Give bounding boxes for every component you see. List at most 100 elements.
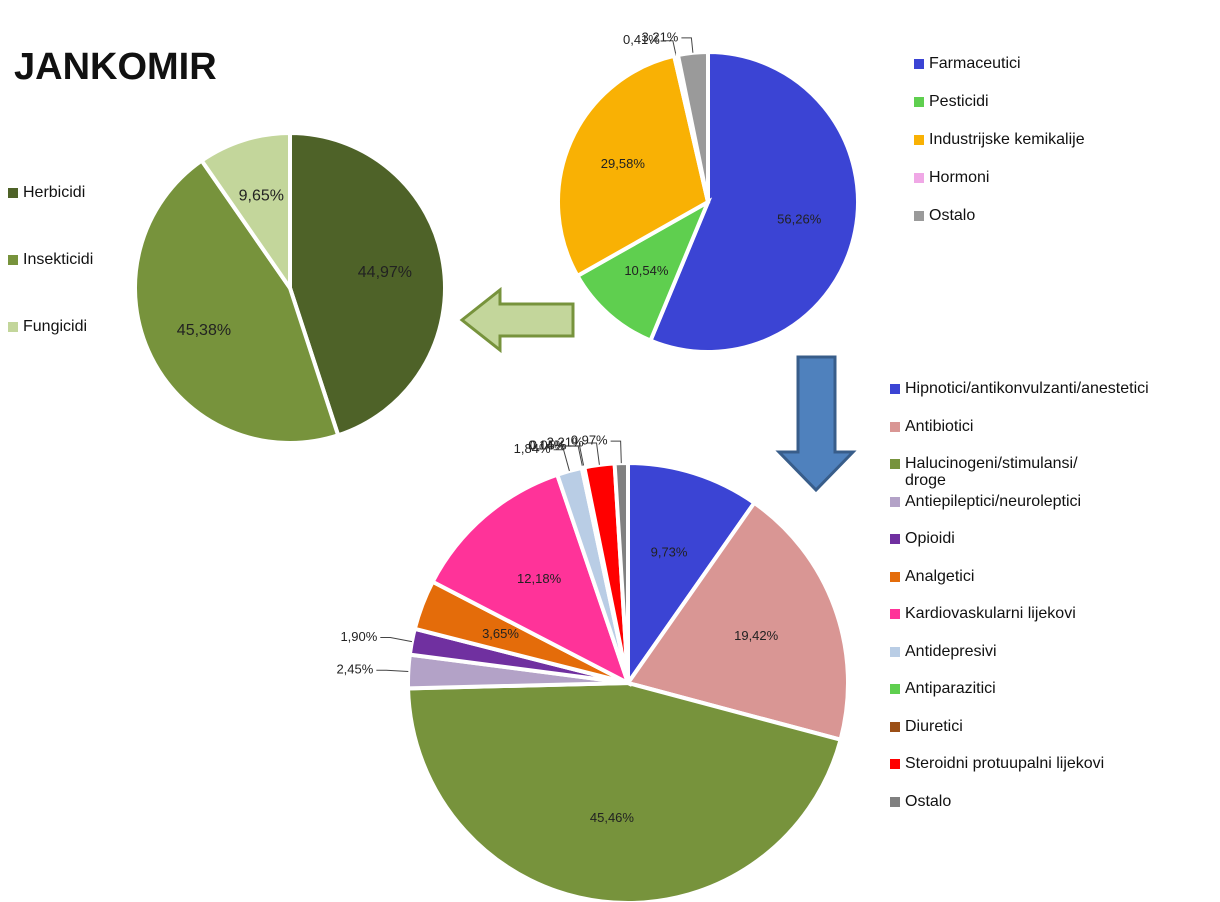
legend-swatch bbox=[914, 135, 924, 145]
legend-swatch bbox=[914, 211, 924, 221]
legend-swatch bbox=[890, 646, 900, 657]
legend-item: Herbicidi bbox=[8, 184, 85, 201]
legend-item: Farmaceutici bbox=[914, 55, 1021, 72]
legend-item: Insekticidi bbox=[8, 251, 93, 268]
legend-swatch bbox=[890, 384, 900, 394]
legend-label: Hipnotici/antikonvulzanti/anestetici bbox=[905, 380, 1149, 397]
legend-item: Antidepresivi bbox=[890, 643, 997, 660]
data-label: 2,21% bbox=[547, 434, 584, 449]
pie-slice bbox=[647, 49, 860, 354]
leader-line bbox=[586, 442, 600, 465]
legend-item: Diuretici bbox=[890, 718, 963, 735]
pie-slice bbox=[198, 130, 292, 295]
data-label: 1,90% bbox=[340, 629, 377, 644]
data-label: 9,73% bbox=[651, 544, 688, 559]
data-label: 2,45% bbox=[336, 662, 373, 677]
legend-label: Antiepileptici/neuroleptici bbox=[905, 492, 1082, 510]
legend-item: Industrijske kemikalije bbox=[914, 131, 1085, 148]
legend-swatch bbox=[890, 421, 900, 432]
legend-item: Halucinogeni/stimulansi/ droge bbox=[890, 455, 1078, 489]
data-label: 12,18% bbox=[517, 571, 562, 586]
leader-line bbox=[553, 449, 570, 472]
legend-label: Hormoni bbox=[929, 169, 990, 186]
data-label: 29,58% bbox=[601, 156, 646, 171]
legend-item: Ostalo bbox=[914, 207, 975, 224]
legend-swatch bbox=[8, 255, 18, 265]
legend-item: Antiparazitici bbox=[890, 680, 996, 697]
pie-slice bbox=[624, 500, 850, 743]
legend-swatch bbox=[890, 759, 900, 769]
data-label: 0,14% bbox=[528, 438, 565, 453]
legend-label: Antidepresivi bbox=[905, 642, 997, 660]
data-label: 0,97% bbox=[571, 433, 608, 448]
legend-item: Opioidi bbox=[890, 530, 955, 547]
legend-label: Ostalo bbox=[929, 207, 976, 224]
legend-swatch bbox=[8, 322, 18, 332]
data-label: 10,54% bbox=[624, 263, 669, 278]
legend-item: Hormoni bbox=[914, 169, 989, 186]
legend-label: Analgetici bbox=[905, 567, 975, 585]
legend-item: Hipnotici/antikonvulzanti/anestetici bbox=[890, 380, 1149, 397]
legend-swatch bbox=[914, 59, 924, 69]
legend-swatch bbox=[914, 173, 924, 183]
pie-slice bbox=[429, 472, 632, 688]
legend-label: Antiparazitici bbox=[905, 680, 996, 697]
data-label: 1,84% bbox=[514, 441, 551, 456]
legend-swatch bbox=[890, 796, 900, 807]
legend-label: Steroidni protuupalni lijekovi bbox=[905, 755, 1105, 772]
page-title: JANKOMIR bbox=[14, 46, 217, 88]
data-label: 45,38% bbox=[177, 322, 231, 339]
legend-label: Halucinogeni/stimulansi/ droge bbox=[905, 455, 1078, 489]
legend-item: Antiepileptici/neuroleptici bbox=[890, 493, 1081, 510]
pie-slice bbox=[288, 130, 447, 438]
legend-item: Analgetici bbox=[890, 568, 974, 585]
legend-item: Ostalo bbox=[890, 793, 951, 810]
leader-line bbox=[380, 637, 413, 643]
legend-label: Pesticidi bbox=[929, 93, 989, 110]
legend-swatch bbox=[890, 684, 900, 694]
data-label: 56,26% bbox=[777, 212, 822, 227]
leader-line bbox=[569, 445, 585, 468]
legend-label: Ostalo bbox=[905, 792, 952, 810]
legend-label: Opioidi bbox=[905, 530, 955, 547]
legend-label: Insekticidi bbox=[23, 251, 94, 268]
arrow-down bbox=[775, 355, 857, 493]
legend-label: Fungicidi bbox=[23, 318, 88, 335]
pie-slice bbox=[406, 680, 844, 902]
pie-slice bbox=[133, 157, 341, 445]
legend-swatch bbox=[890, 496, 900, 507]
leader-line bbox=[610, 440, 622, 464]
data-label: 3,21% bbox=[642, 29, 679, 44]
data-label: 44,97% bbox=[358, 264, 412, 281]
legend-item: Fungicidi bbox=[8, 318, 87, 335]
legend-label: Kardiovaskularni lijekovi bbox=[905, 605, 1076, 622]
legend-swatch bbox=[890, 534, 900, 544]
legend-swatch bbox=[890, 609, 900, 619]
leader-line bbox=[681, 37, 694, 53]
legend-label: Farmaceutici bbox=[929, 55, 1021, 72]
arrow-left bbox=[459, 286, 575, 354]
data-label: 19,42% bbox=[734, 628, 779, 643]
legend-swatch bbox=[890, 721, 900, 732]
legend-label: Diuretici bbox=[905, 717, 963, 735]
legend-swatch bbox=[8, 188, 18, 198]
legend-label: Herbicidi bbox=[23, 184, 86, 201]
data-label: 0,41% bbox=[623, 32, 660, 47]
data-label: 9,65% bbox=[239, 188, 284, 205]
legend-swatch bbox=[890, 459, 900, 469]
pie-slice bbox=[626, 460, 758, 690]
legend-label: Antibiotici bbox=[905, 417, 974, 435]
leader-line bbox=[662, 40, 677, 56]
legend-item: Kardiovaskularni lijekovi bbox=[890, 605, 1076, 622]
legend-item: Steroidni protuupalni lijekovi bbox=[890, 755, 1104, 772]
pie-slice bbox=[556, 53, 711, 279]
legend-swatch bbox=[890, 571, 900, 582]
leader-line bbox=[376, 669, 409, 672]
legend-label: Industrijske kemikalije bbox=[929, 131, 1085, 148]
legend-swatch bbox=[914, 97, 924, 107]
legend-item: Pesticidi bbox=[914, 93, 989, 110]
data-label: 45,46% bbox=[590, 810, 635, 825]
pie-slice bbox=[574, 197, 713, 344]
